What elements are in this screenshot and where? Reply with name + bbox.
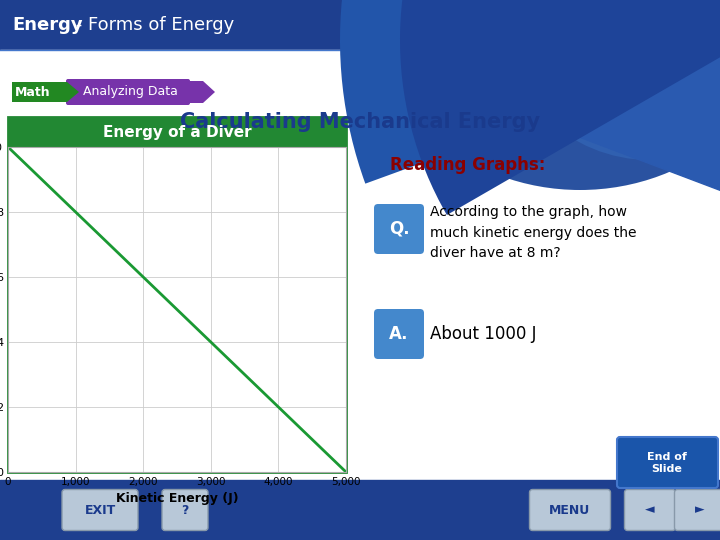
FancyBboxPatch shape	[624, 489, 675, 530]
X-axis label: Kinetic Energy (J): Kinetic Energy (J)	[116, 492, 238, 505]
Text: End of
Slide: End of Slide	[647, 452, 687, 474]
Text: - Forms of Energy: - Forms of Energy	[70, 16, 234, 34]
Text: Q.: Q.	[389, 220, 409, 238]
Bar	[0, 50, 720, 480]
FancyBboxPatch shape	[8, 117, 346, 472]
Wedge shape	[340, 0, 720, 184]
Text: ◄: ◄	[645, 503, 654, 516]
Text: Math: Math	[15, 85, 51, 98]
Text: Energy: Energy	[12, 16, 83, 34]
Text: MENU: MENU	[549, 503, 590, 516]
Bar	[8, 117, 346, 147]
FancyArrow shape	[188, 81, 215, 103]
FancyBboxPatch shape	[675, 489, 720, 530]
Text: ►: ►	[696, 503, 705, 516]
Text: EXIT: EXIT	[84, 503, 116, 516]
Ellipse shape	[370, 0, 720, 190]
Text: ?: ?	[181, 503, 189, 516]
Text: Reading Graphs:: Reading Graphs:	[390, 156, 545, 174]
FancyArrow shape	[12, 82, 79, 102]
FancyBboxPatch shape	[529, 489, 611, 530]
FancyBboxPatch shape	[162, 489, 208, 530]
Wedge shape	[400, 0, 720, 215]
Text: According to the graph, how
much kinetic energy does the
diver have at 8 m?: According to the graph, how much kinetic…	[430, 205, 636, 260]
Polygon shape	[0, 50, 720, 480]
Text: About 1000 J: About 1000 J	[430, 325, 536, 343]
FancyBboxPatch shape	[374, 204, 424, 254]
FancyBboxPatch shape	[617, 437, 718, 488]
Text: A.: A.	[390, 325, 409, 343]
Polygon shape	[350, 50, 720, 190]
Text: Calculating Mechanical Energy: Calculating Mechanical Energy	[180, 112, 540, 132]
Polygon shape	[370, 0, 720, 105]
Text: Energy of a Diver: Energy of a Diver	[103, 125, 251, 139]
FancyBboxPatch shape	[374, 309, 424, 359]
Ellipse shape	[500, 0, 720, 160]
FancyBboxPatch shape	[62, 489, 138, 530]
Text: Analyzing Data: Analyzing Data	[83, 85, 177, 98]
FancyBboxPatch shape	[66, 79, 190, 105]
